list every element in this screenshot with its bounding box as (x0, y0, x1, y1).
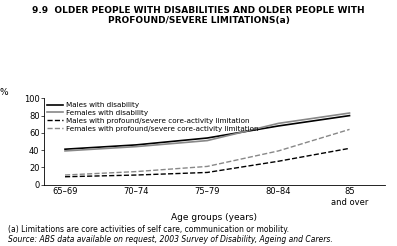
Females with profound/severe core-activity limitation (347, 128, 352, 131)
Males with disability (347, 114, 352, 117)
Line: Females with disability: Females with disability (65, 113, 349, 151)
Males with disability (63, 148, 67, 151)
Females with disability (63, 149, 67, 152)
Text: %: % (0, 88, 8, 97)
Females with profound/severe core-activity limitation (63, 174, 67, 177)
Males with profound/severe core-activity limitation (205, 171, 210, 174)
Males with profound/severe core-activity limitation (134, 174, 139, 177)
Males with profound/severe core-activity limitation (63, 175, 67, 178)
Females with disability (134, 145, 139, 148)
Females with disability (276, 122, 281, 125)
Females with disability (347, 112, 352, 115)
Text: and over: and over (331, 198, 368, 207)
Text: PROFOUND/SEVERE LIMITATIONS(a): PROFOUND/SEVERE LIMITATIONS(a) (108, 16, 289, 25)
Females with profound/severe core-activity limitation (276, 149, 281, 152)
Text: Source: ABS data available on request, 2003 Survey of Disability, Ageing and Car: Source: ABS data available on request, 2… (8, 235, 333, 244)
Males with profound/severe core-activity limitation (276, 160, 281, 163)
Legend: Males with disability, Females with disability, Males with profound/severe core-: Males with disability, Females with disa… (47, 102, 258, 132)
Line: Males with disability: Males with disability (65, 116, 349, 149)
Text: (a) Limitations are core activities of self care, communication or mobility.: (a) Limitations are core activities of s… (8, 225, 289, 234)
Line: Males with profound/severe core-activity limitation: Males with profound/severe core-activity… (65, 148, 349, 177)
Females with disability (205, 139, 210, 142)
Females with profound/severe core-activity limitation (134, 170, 139, 173)
Males with profound/severe core-activity limitation (347, 147, 352, 150)
Males with disability (276, 124, 281, 127)
Males with disability (205, 137, 210, 139)
Text: 9.9  OLDER PEOPLE WITH DISABILITIES AND OLDER PEOPLE WITH: 9.9 OLDER PEOPLE WITH DISABILITIES AND O… (32, 6, 365, 15)
Line: Females with profound/severe core-activity limitation: Females with profound/severe core-activi… (65, 129, 349, 175)
Females with profound/severe core-activity limitation (205, 165, 210, 168)
X-axis label: Age groups (years): Age groups (years) (172, 213, 257, 222)
Males with disability (134, 143, 139, 146)
